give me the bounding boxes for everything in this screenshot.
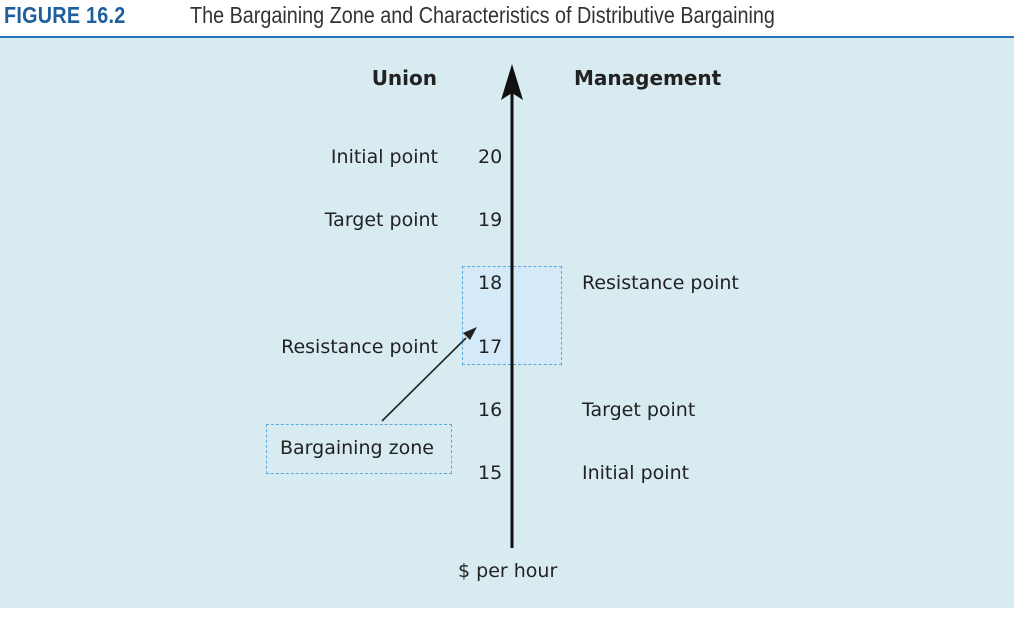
union-header: Union xyxy=(371,66,437,90)
axis-arrowhead-icon xyxy=(501,64,523,100)
figure-header: FIGURE 16.2 The Bargaining Zone and Char… xyxy=(0,0,1014,38)
bargaining-zone-label-box xyxy=(266,424,452,474)
tick-label-17: 17 xyxy=(478,336,503,358)
tick-label-15: 15 xyxy=(478,462,503,484)
management-target-point: Target point xyxy=(582,399,696,421)
bargaining-zone-label: Bargaining zone xyxy=(280,437,434,459)
tick-label-16: 16 xyxy=(478,399,503,421)
union-target-point: Target point xyxy=(324,209,438,231)
management-initial-point: Initial point xyxy=(582,462,690,484)
header-divider xyxy=(0,36,1014,38)
figure-number: FIGURE 16.2 xyxy=(4,2,126,28)
union-resistance-point: Resistance point xyxy=(281,336,438,358)
tick-label-19: 19 xyxy=(478,209,503,231)
union-initial-point: Initial point xyxy=(330,146,438,168)
figure-title: The Bargaining Zone and Characteristics … xyxy=(190,2,775,28)
zone-pointer-line xyxy=(381,337,467,422)
zone-pointer-arrowhead-icon xyxy=(463,327,477,340)
tick-label-20: 20 xyxy=(478,146,503,168)
management-header: Management xyxy=(574,66,722,90)
axis-label: $ per hour xyxy=(458,560,558,582)
management-resistance-point: Resistance point xyxy=(582,272,739,294)
tick-label-18: 18 xyxy=(478,272,503,294)
